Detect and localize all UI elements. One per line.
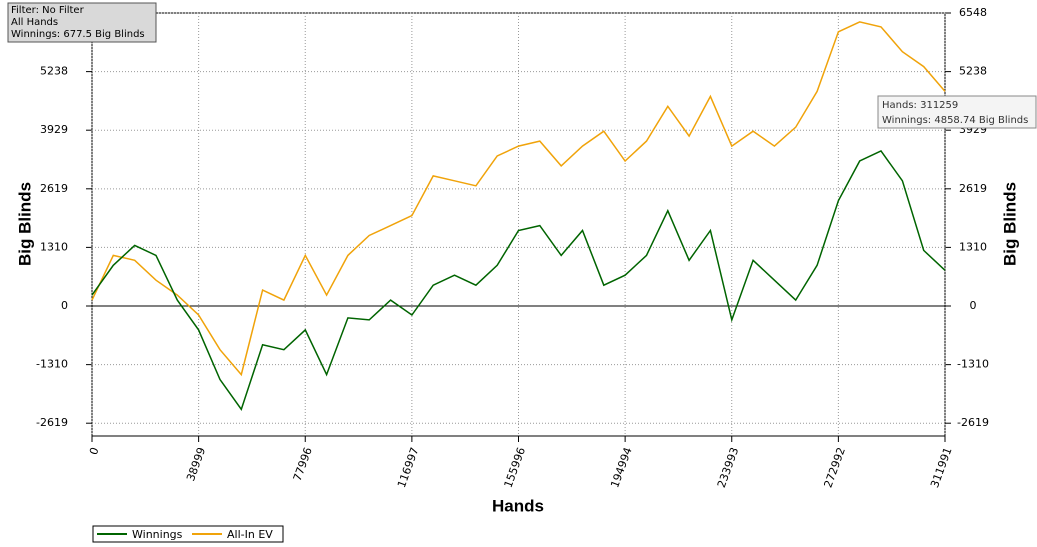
tooltip: Hands: 311259 Winnings: 4858.74 Big Blin… [877,95,1037,129]
x-tick-label: 77996 [291,446,315,483]
y-tick-label: -1310 [36,358,68,371]
y2-tick-label: -1310 [957,358,989,371]
x-tick-label: 194994 [608,446,635,490]
info-line: All Hands [11,17,58,28]
x-tick-label: 38999 [184,446,208,483]
y2-tick-label: 6548 [959,6,987,19]
x-tick-label: 272992 [821,446,848,490]
legend-label: All-In EV [227,528,273,541]
plot-layer: -2619 -2619 -1310 -1310 0 0 1310 1310 2619 2619 39… [36,6,989,490]
legend-label: Winnings [132,528,183,541]
info-box-bg [7,2,157,43]
x-tick-label: 116997 [395,446,422,490]
x-tick-label: 233993 [715,446,742,490]
y2-axis-label: Big Blinds [1000,182,1019,266]
y2-tick-label: -2619 [957,416,989,429]
info-line: Filter: No Filter [11,5,85,16]
x-tick-label: 155996 [502,446,529,490]
legend: Winnings All-In EV [92,525,284,543]
y-tick-label: 0 [61,299,68,312]
info-box: Filter: No Filter All Hands Winnings: 67… [7,2,157,43]
x-tick-label: 311991 [928,446,955,490]
series-line [91,21,946,377]
y2-tick-label: 2619 [959,182,987,195]
x-axis-label: Hands [492,496,544,515]
series-line [91,150,946,411]
y-tick-label: -2619 [36,416,68,429]
info-line: Winnings: 677.5 Big Blinds [11,29,145,40]
y-axis-label: Big Blinds [15,182,34,266]
y-tick-label: 5238 [40,65,68,78]
y-tick-label: 2619 [40,182,68,195]
y2-tick-label: 0 [970,299,977,312]
x-tick-label: 0 [87,446,102,457]
tooltip-bg [877,95,1037,129]
y2-tick-label: 1310 [959,240,987,253]
tooltip-line: Hands: 311259 [882,100,958,111]
tooltip-line: Winnings: 4858.74 Big Blinds [882,115,1028,126]
legend-frame [92,525,284,543]
y-tick-label: 1310 [40,240,68,253]
y2-tick-label: 5238 [959,65,987,78]
y-tick-label: 3929 [40,123,68,136]
